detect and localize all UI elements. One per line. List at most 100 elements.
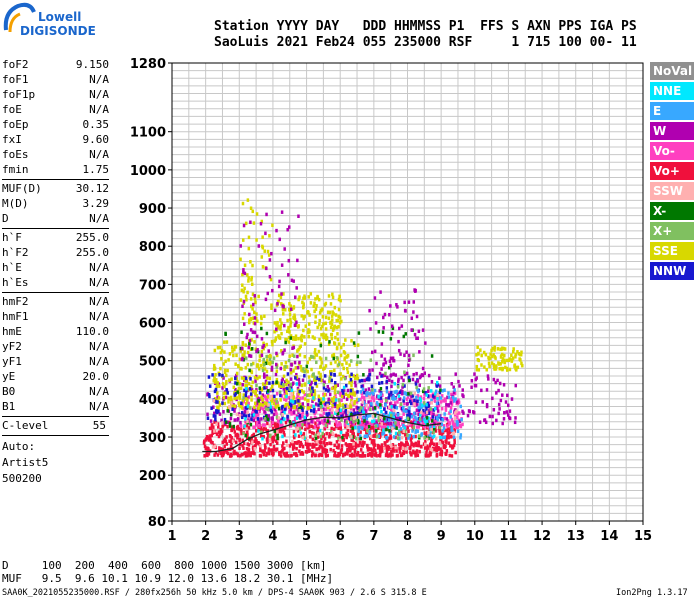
data-point bbox=[338, 452, 342, 457]
param-row: D N/A bbox=[2, 212, 109, 226]
data-point bbox=[318, 318, 321, 323]
data-point bbox=[389, 433, 392, 438]
data-point bbox=[348, 380, 351, 385]
data-point bbox=[503, 347, 507, 351]
data-point bbox=[372, 419, 376, 423]
data-point bbox=[372, 396, 375, 401]
data-point bbox=[258, 409, 262, 414]
data-point bbox=[223, 401, 227, 406]
data-point bbox=[293, 423, 297, 427]
data-point bbox=[284, 364, 287, 369]
data-point bbox=[281, 307, 285, 311]
data-point bbox=[487, 361, 491, 366]
data-point bbox=[357, 398, 361, 402]
data-point bbox=[452, 385, 455, 390]
data-point bbox=[390, 331, 394, 336]
data-point bbox=[341, 413, 345, 418]
data-point bbox=[263, 249, 266, 253]
data-point bbox=[351, 426, 354, 431]
data-point bbox=[265, 374, 269, 378]
data-point bbox=[407, 363, 410, 368]
data-point bbox=[400, 324, 404, 328]
data-point bbox=[219, 451, 222, 456]
data-point bbox=[205, 437, 208, 441]
data-point bbox=[240, 357, 244, 362]
data-point bbox=[295, 427, 298, 432]
data-point bbox=[245, 335, 249, 340]
data-point bbox=[304, 368, 308, 372]
param-value: 30.12 bbox=[75, 182, 109, 195]
data-point bbox=[435, 416, 439, 420]
data-point bbox=[249, 206, 253, 210]
data-point bbox=[320, 445, 323, 449]
data-point bbox=[314, 410, 318, 414]
data-point bbox=[344, 338, 347, 342]
data-point bbox=[234, 387, 237, 392]
data-point bbox=[422, 396, 426, 401]
data-point bbox=[430, 437, 433, 441]
data-point bbox=[393, 401, 397, 405]
data-point bbox=[298, 449, 301, 453]
data-point bbox=[355, 418, 358, 423]
data-point bbox=[503, 353, 506, 358]
param-name: hmF1 bbox=[2, 310, 29, 323]
data-point bbox=[517, 351, 521, 356]
data-point bbox=[242, 223, 246, 228]
data-point bbox=[401, 385, 404, 389]
data-point bbox=[275, 365, 279, 369]
data-point bbox=[383, 422, 386, 426]
data-point bbox=[373, 421, 377, 425]
data-point bbox=[229, 439, 233, 444]
data-point bbox=[302, 367, 305, 371]
data-point bbox=[349, 388, 353, 393]
data-point bbox=[245, 451, 249, 455]
data-point bbox=[321, 414, 324, 419]
data-point bbox=[377, 444, 381, 449]
data-point bbox=[223, 368, 227, 373]
data-point bbox=[249, 438, 253, 442]
data-point bbox=[408, 406, 411, 410]
data-point bbox=[247, 276, 250, 280]
data-point bbox=[324, 401, 328, 406]
data-point bbox=[331, 295, 335, 300]
data-point bbox=[485, 388, 489, 392]
data-point bbox=[455, 419, 459, 424]
data-point bbox=[447, 395, 451, 399]
data-point bbox=[493, 367, 496, 371]
data-point bbox=[317, 394, 321, 399]
data-point bbox=[262, 357, 265, 362]
data-point bbox=[319, 308, 323, 313]
data-point bbox=[322, 392, 325, 397]
data-point bbox=[237, 386, 241, 391]
data-point bbox=[239, 420, 242, 425]
data-point bbox=[262, 427, 266, 431]
data-point bbox=[313, 392, 316, 396]
data-point bbox=[266, 376, 269, 380]
data-point bbox=[368, 392, 372, 396]
data-point bbox=[412, 442, 416, 447]
data-point bbox=[372, 391, 375, 396]
data-point bbox=[379, 419, 382, 424]
data-point bbox=[516, 365, 520, 370]
data-point bbox=[429, 407, 433, 411]
data-point bbox=[280, 379, 284, 383]
data-point bbox=[320, 333, 323, 337]
data-point bbox=[260, 395, 263, 399]
data-point bbox=[352, 422, 355, 426]
data-point bbox=[408, 446, 411, 450]
data-point bbox=[301, 423, 304, 427]
data-point bbox=[223, 444, 226, 449]
data-point bbox=[402, 423, 405, 428]
data-point bbox=[286, 318, 289, 323]
data-point bbox=[497, 411, 500, 416]
data-point bbox=[515, 365, 518, 370]
data-point bbox=[342, 391, 345, 395]
data-point bbox=[266, 354, 270, 359]
data-point bbox=[425, 403, 428, 407]
data-point bbox=[343, 376, 347, 381]
data-point bbox=[397, 379, 400, 384]
data-point bbox=[359, 454, 363, 458]
data-point bbox=[253, 294, 256, 298]
data-point bbox=[218, 446, 221, 450]
data-point bbox=[254, 437, 257, 441]
